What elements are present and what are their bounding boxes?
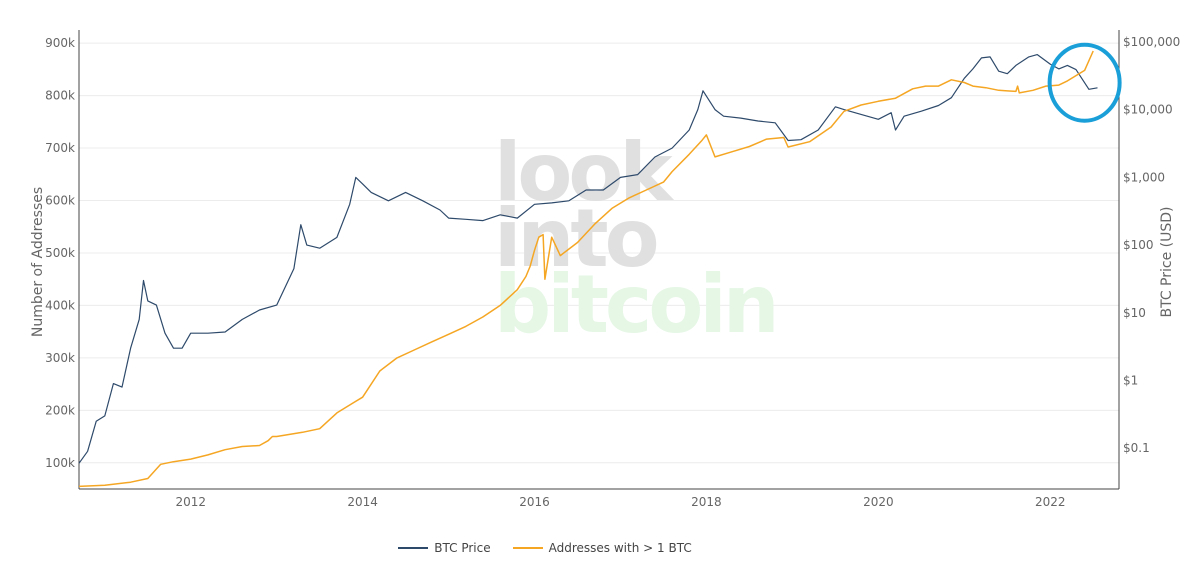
- legend-label-btc-price: BTC Price: [434, 541, 491, 555]
- left-axis-ticks: 100k 200k 300k 400k 500k 600k 700k 800k 900k: [45, 36, 75, 470]
- left-tick-label: 500k: [45, 246, 75, 260]
- x-axis-ticks: 2012 2014 2016 2018 2020 2022: [175, 495, 1065, 509]
- watermark-into: into: [494, 192, 657, 285]
- right-tick-label: $10: [1123, 306, 1146, 320]
- left-tick-label: 900k: [45, 36, 75, 50]
- x-tick-label: 2020: [863, 495, 894, 509]
- left-tick-label: 800k: [45, 89, 75, 103]
- watermark-bitcoin: bitcoin: [494, 258, 776, 351]
- legend-swatch-addresses: [512, 547, 543, 549]
- x-tick-label: 2018: [691, 495, 722, 509]
- left-tick-label: 100k: [45, 456, 75, 470]
- gridlines: [79, 42, 1119, 464]
- legend: BTC Price Addresses with > 1 BTC: [0, 541, 1090, 555]
- left-tick-label: 400k: [45, 298, 75, 312]
- series-line-btc-price: [78, 53, 1098, 464]
- legend-item-addresses[interactable]: Addresses with > 1 BTC: [512, 541, 692, 555]
- annotation-layer: [1047, 42, 1122, 123]
- left-tick-label: 600k: [45, 193, 75, 207]
- right-tick-label: $100: [1123, 238, 1154, 252]
- right-axis-title: BTC Price (USD): [1159, 206, 1175, 317]
- highlight-circle: [1047, 42, 1122, 123]
- series-line-addresses: [78, 50, 1094, 488]
- legend-swatch-btc-price: [398, 547, 429, 549]
- right-tick-label: $10,000: [1123, 103, 1173, 117]
- left-tick-label: 300k: [45, 351, 75, 365]
- left-tick-label: 700k: [45, 141, 75, 155]
- watermark: look into bitcoin: [494, 126, 780, 351]
- left-tick-label: 200k: [45, 403, 75, 417]
- left-axis-title: Number of Addresses: [30, 187, 46, 337]
- legend-label-addresses: Addresses with > 1 BTC: [548, 541, 692, 555]
- watermark-look: look: [494, 126, 674, 219]
- right-tick-label: $1,000: [1123, 170, 1165, 184]
- series-layer: [78, 50, 1098, 488]
- right-tick-label: $100,000: [1123, 35, 1180, 49]
- right-tick-label: $1: [1123, 374, 1138, 388]
- x-tick-label: 2022: [1035, 495, 1066, 509]
- legend-item-btc-price[interactable]: BTC Price: [398, 541, 491, 555]
- right-tick-label: $0.1: [1123, 441, 1150, 455]
- x-tick-label: 2012: [175, 495, 206, 509]
- x-tick-label: 2014: [347, 495, 378, 509]
- right-axis-ticks: $0.1 $1 $10 $100 $1,000 $10,000 $100,000: [1123, 35, 1180, 455]
- x-tick-label: 2016: [519, 495, 550, 509]
